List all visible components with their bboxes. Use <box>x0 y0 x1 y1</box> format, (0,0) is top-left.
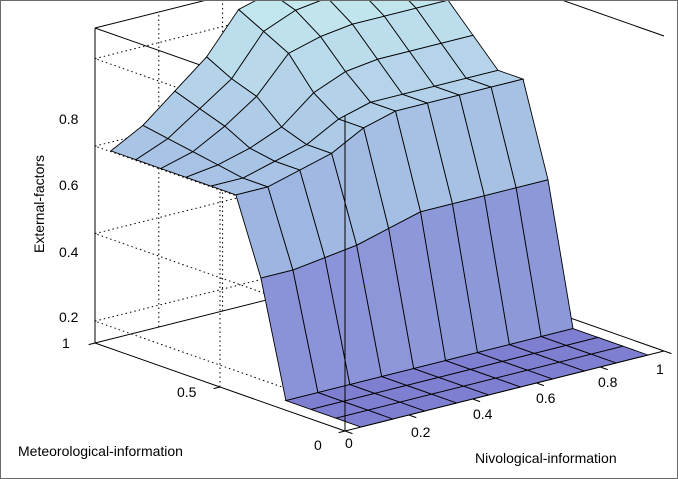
x-tick-mark <box>344 430 353 435</box>
y-tick-mark <box>213 386 221 390</box>
y-tick-label: 1 <box>62 335 70 351</box>
x-tick-mark <box>536 382 545 387</box>
y-axis-label: Meteorological-information <box>18 443 183 459</box>
z-tick-label: 0.4 <box>59 244 79 260</box>
x-tick-mark <box>663 350 672 355</box>
x-tick-label: 0 <box>345 435 353 451</box>
box-edge <box>563 1 665 37</box>
y-tick-mark <box>88 342 96 346</box>
z-tick-labels: 0.8 0.6 0.4 0.2 <box>59 111 79 325</box>
surface-mesh <box>109 1 650 428</box>
x-tick-label: 0.6 <box>536 390 556 406</box>
x-tick-label: 0.8 <box>598 374 618 390</box>
x-tick-label: 0.2 <box>411 424 431 440</box>
grid-line <box>94 1 327 60</box>
x-axis-line <box>344 350 665 432</box>
z-tick-label: 0.8 <box>59 111 79 127</box>
x-tick-mark <box>472 398 481 403</box>
x-tick-mark <box>600 366 608 371</box>
grid-line <box>94 233 346 323</box>
x-tick-labels: 0 0.2 0.4 0.6 0.8 1 <box>345 361 664 451</box>
z-axis-label: External-factors <box>31 155 47 253</box>
grid-line <box>94 320 346 410</box>
x-axis-label: Nivological-information <box>475 450 617 466</box>
axes-box-front <box>88 116 672 435</box>
x-tick-mark <box>408 414 417 419</box>
x-tick-label: 0.4 <box>473 406 493 422</box>
y-tick-label: 0.5 <box>177 384 197 400</box>
grid-line <box>94 240 415 322</box>
z-tick-label: 0.6 <box>59 177 79 193</box>
grid-line <box>94 58 346 148</box>
grid-line <box>94 145 346 235</box>
x-tick-label: 1 <box>656 361 664 377</box>
box-edge <box>94 1 205 29</box>
grid-line <box>94 153 415 235</box>
y-tick-label: 0 <box>314 437 322 453</box>
y-tick-labels: 1 0.5 0 <box>62 335 322 453</box>
y-tick-mark <box>338 430 346 434</box>
z-tick-label: 0.2 <box>59 309 79 325</box>
